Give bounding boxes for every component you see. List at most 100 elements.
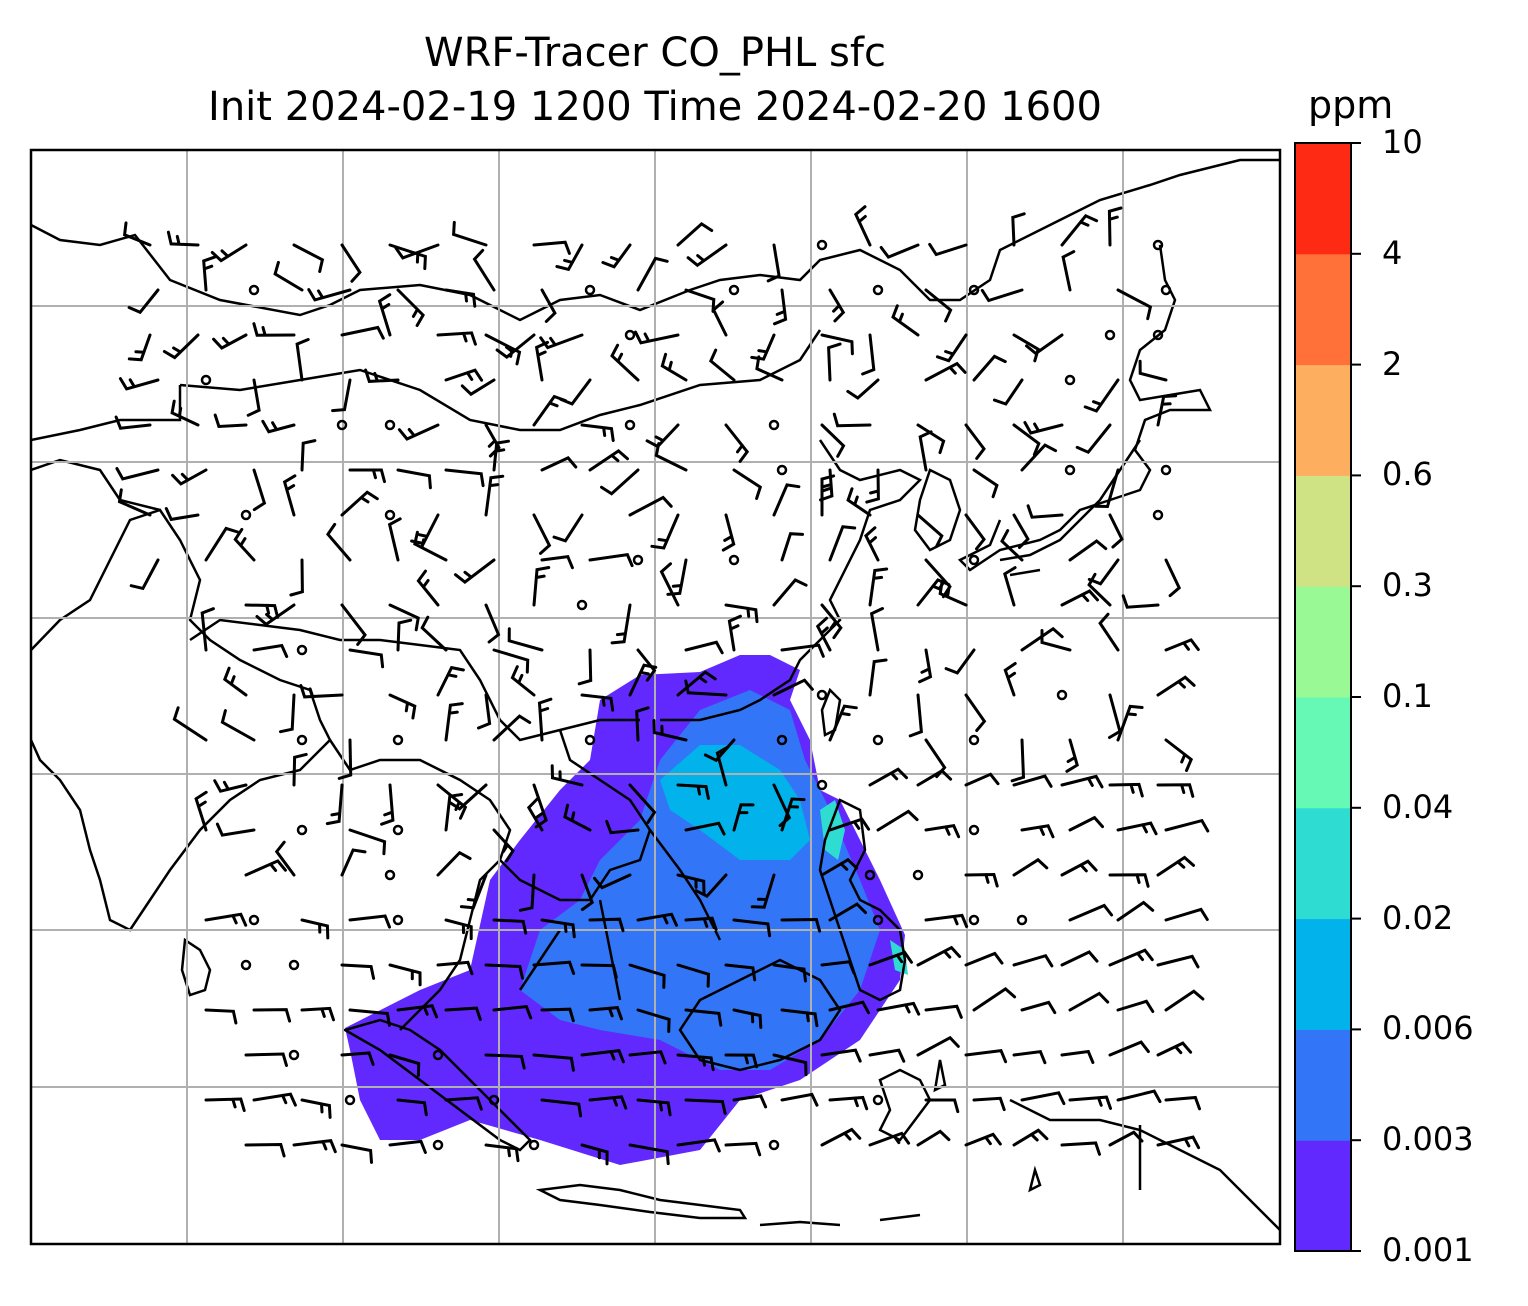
wind-barb <box>540 456 578 472</box>
calm-marker <box>240 959 252 971</box>
colorbar-tick-label: 0.003 <box>1382 1120 1474 1159</box>
wind-barb <box>1020 1000 1057 1015</box>
wind-barb <box>279 693 296 734</box>
wind-barb <box>868 1131 911 1147</box>
wind-barb <box>588 449 629 472</box>
wind-barb <box>916 578 951 607</box>
wind-barb <box>492 714 532 742</box>
calm-marker <box>1104 329 1116 341</box>
wind-barb <box>815 616 832 652</box>
wind-barb <box>972 987 1017 1012</box>
wind-barb <box>1108 873 1150 888</box>
colorbar-tick-label: 0.02 <box>1382 898 1454 937</box>
wind-barb <box>166 230 200 247</box>
wind-barb <box>477 693 492 730</box>
calm-marker <box>768 1139 780 1151</box>
wind-barb <box>492 918 528 935</box>
wind-barb <box>396 618 413 652</box>
wind-barb <box>1026 504 1064 519</box>
wind-barb <box>1116 999 1155 1013</box>
wind-barb <box>555 243 584 272</box>
calm-marker <box>872 734 884 746</box>
coast-china <box>660 439 923 722</box>
wind-barb <box>532 566 551 607</box>
calm-marker <box>816 689 828 701</box>
wind-barb <box>397 423 440 441</box>
wind-barb <box>727 614 742 652</box>
wind-barb <box>444 702 464 742</box>
wind-barb <box>588 1006 623 1021</box>
wind-barb <box>972 468 999 499</box>
wind-barb <box>364 368 400 383</box>
wind-barb <box>1020 1091 1066 1106</box>
wind-barb <box>868 767 908 787</box>
wind-barb <box>820 333 854 356</box>
wind-barb <box>518 873 536 912</box>
wind-barb <box>162 333 200 360</box>
wind-barb <box>820 857 859 877</box>
wind-barb <box>532 394 567 427</box>
wind-barb <box>724 603 759 624</box>
wind-barb <box>650 513 680 550</box>
wind-barb <box>1087 572 1112 607</box>
wind-barb <box>492 828 515 863</box>
wind-barb <box>380 783 395 826</box>
colorbar-tick-label: 0.006 <box>1382 1009 1474 1048</box>
wind-barb <box>550 764 584 787</box>
wind-barb <box>274 840 296 877</box>
wind-barb <box>780 532 804 562</box>
wind-barb <box>114 415 152 430</box>
wind-barb <box>1012 1049 1047 1065</box>
wind-barb <box>1116 288 1153 321</box>
wind-barb <box>552 513 584 543</box>
wind-barb <box>868 950 913 967</box>
wind-barb <box>244 859 287 877</box>
wind-barb <box>204 526 240 562</box>
calm-marker <box>872 284 884 296</box>
wind-barb <box>1164 907 1209 922</box>
wind-barb <box>220 709 256 742</box>
wind-barb <box>202 255 217 292</box>
wind-barb <box>676 783 710 800</box>
calm-marker <box>384 869 396 881</box>
colorbar-ticks <box>1351 142 1361 1252</box>
map-title-line1: WRF-Tracer CO_PHL sfc <box>424 30 886 76</box>
wind-barb <box>436 960 474 976</box>
wind-barb <box>444 793 464 832</box>
colorbar-band <box>1295 143 1351 255</box>
wind-barb <box>117 488 152 517</box>
wind-barb <box>1116 704 1144 742</box>
wind-barb <box>924 361 967 382</box>
wind-barb <box>1060 950 1099 967</box>
wind-barb <box>1068 815 1104 832</box>
coast-newguinea <box>1009 1098 1280 1231</box>
wind-barb <box>820 423 846 458</box>
colorbar-band <box>1295 253 1351 366</box>
wind-barb <box>879 243 920 259</box>
wind-barb <box>340 1051 375 1066</box>
wind-barb <box>1060 1141 1101 1156</box>
wind-barb <box>908 693 923 738</box>
wind-barb <box>213 413 248 429</box>
calm-marker <box>1152 509 1164 521</box>
wind-barb <box>484 963 524 980</box>
wind-barb <box>387 517 402 562</box>
wind-barb <box>204 1097 246 1112</box>
wind-barb <box>348 468 386 484</box>
wind-barb <box>755 355 784 382</box>
wind-barb <box>588 917 625 933</box>
wind-barb <box>766 243 781 283</box>
calm-marker <box>288 959 300 971</box>
wind-barb <box>537 697 553 742</box>
calm-marker <box>584 734 596 746</box>
colorbar-band <box>1295 475 1351 587</box>
wind-barb <box>492 648 530 674</box>
wind-barb <box>452 220 488 247</box>
wind-barb <box>252 1092 297 1107</box>
wind-barb <box>1012 423 1041 457</box>
wind-barb <box>628 783 657 824</box>
wind-barb <box>436 665 465 697</box>
wind-barb <box>820 1048 862 1063</box>
wind-barb <box>684 288 716 313</box>
wind-barb <box>593 873 632 890</box>
